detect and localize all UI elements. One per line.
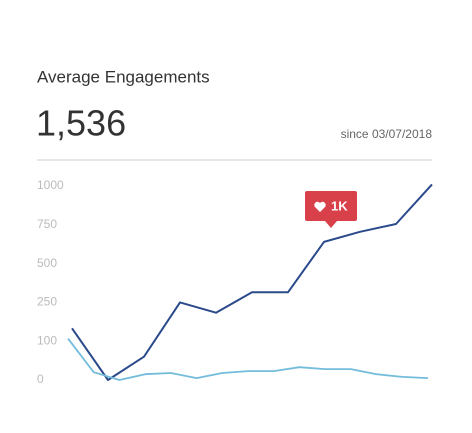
headline-value: 1,536	[36, 103, 126, 144]
series-line	[67, 338, 429, 381]
annotation-label: 1K	[331, 198, 348, 213]
y-tick-label: 750	[37, 217, 57, 231]
series-line	[71, 183, 433, 381]
annotation-badge: 1K	[305, 191, 357, 228]
y-tick-label: 250	[37, 295, 57, 309]
badge-box	[305, 191, 357, 221]
y-tick-label: 100	[37, 333, 57, 347]
y-tick-label: 0	[37, 372, 44, 386]
heart-icon	[314, 201, 326, 212]
chart-title: Average Engagements	[37, 67, 210, 86]
y-tick-label: 500	[37, 256, 57, 270]
y-tick-label: 1000	[37, 178, 64, 192]
since-date: since 03/07/2018	[341, 127, 433, 141]
badge-pointer	[325, 221, 337, 228]
